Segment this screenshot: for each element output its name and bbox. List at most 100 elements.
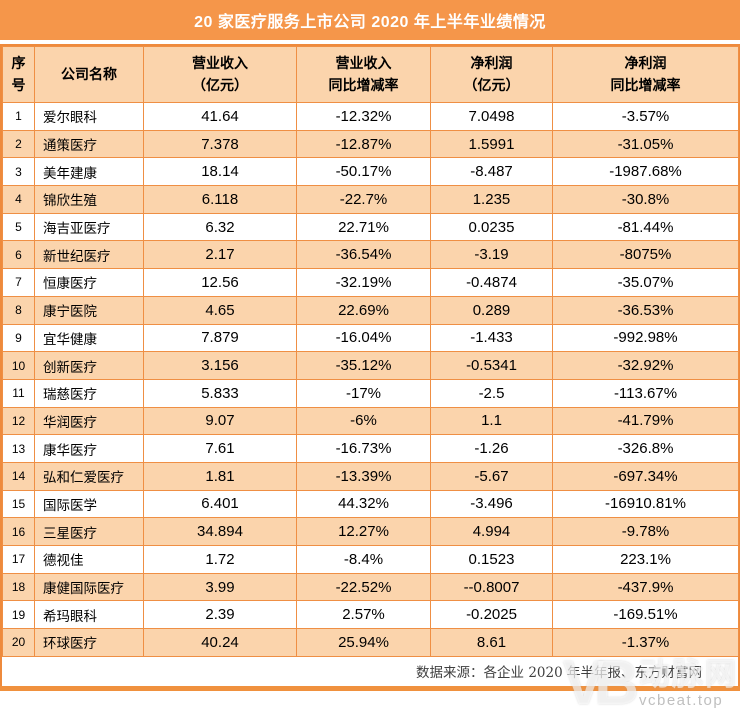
revenue-change-cell: 44.32%	[296, 489, 431, 519]
col-header-line: 序	[11, 54, 26, 71]
col-header-index: 序 号	[2, 46, 35, 103]
net-profit-change-cell: -1.37%	[552, 628, 739, 657]
net-profit-change-cell: -326.8%	[552, 434, 739, 463]
company-name-cell: 锦欣生殖	[34, 185, 144, 214]
revenue-change-cell: 12.27%	[296, 517, 431, 546]
net-profit-change-cell: -437.9%	[552, 572, 739, 602]
row-index-cell: 3	[2, 157, 35, 187]
net-profit-cell: --0.8007	[430, 572, 553, 602]
table-row: 16 三星医疗 34.894 12.27% 4.994 -9.78%	[2, 517, 739, 546]
revenue-change-cell: -17%	[296, 378, 431, 408]
revenue-cell: 40.24	[143, 628, 297, 657]
net-profit-cell: -0.4874	[430, 268, 553, 297]
company-name-cell: 康宁医院	[34, 295, 144, 325]
table-row: 10 创新医疗 3.156 -35.12% -0.5341 -32.92%	[2, 351, 739, 380]
table-row: 8 康宁医院 4.65 22.69% 0.289 -36.53%	[2, 295, 739, 325]
net-profit-cell: 0.289	[430, 295, 553, 325]
revenue-cell: 6.401	[143, 489, 297, 519]
table-row: 19 希玛眼科 2.39 2.57% -0.2025 -169.51%	[2, 600, 739, 630]
col-header-line: 同比增减率	[328, 76, 399, 93]
row-index-cell: 7	[2, 268, 35, 297]
revenue-change-cell: -32.19%	[296, 268, 431, 297]
net-profit-change-cell: -113.67%	[552, 378, 739, 408]
table-row: 1 爱尔眼科 41.64 -12.32% 7.0498 -3.57%	[2, 102, 739, 131]
net-profit-cell: -3.496	[430, 489, 553, 519]
row-index-cell: 4	[2, 185, 35, 214]
revenue-cell: 4.65	[143, 295, 297, 325]
net-profit-change-cell: -169.51%	[552, 600, 739, 630]
net-profit-change-cell: -30.8%	[552, 185, 739, 214]
revenue-cell: 1.72	[143, 545, 297, 574]
table-body: 1 爱尔眼科 41.64 -12.32% 7.0498 -3.57% 2 通策医疗 7.378-…	[2, 102, 739, 657]
row-index-cell: 16	[2, 517, 35, 546]
net-profit-cell: 0.1523	[430, 545, 553, 574]
table-row: 3 美年建康 18.14 -50.17% -8.487 -1987.68%	[2, 157, 739, 187]
table-row: 17 德视佳 1.72 -8.4% 0.1523 223.1%	[2, 545, 739, 574]
revenue-cell: 41.64	[143, 102, 297, 131]
revenue-change-cell: -50.17%	[296, 157, 431, 187]
row-index-cell: 17	[2, 545, 35, 574]
row-index-cell: 15	[2, 489, 35, 519]
net-profit-cell: -0.2025	[430, 600, 553, 630]
company-name-cell: 康健国际医疗	[34, 572, 144, 602]
net-profit-cell: -5.67	[430, 461, 553, 491]
table-row: 20 环球医疗 40.24 25.94% 8.61 -1.37%	[2, 628, 739, 657]
revenue-change-cell: -35.12%	[296, 351, 431, 380]
row-index-cell: 1	[2, 102, 35, 131]
col-header-line: （亿元）	[192, 76, 248, 93]
net-profit-cell: 1.235	[430, 185, 553, 214]
net-profit-cell: -8.487	[430, 157, 553, 187]
table-row: 18 康健国际医疗 3.99 -22.52% --0.8007 -437.9%	[2, 572, 739, 602]
company-name-cell: 三星医疗	[34, 517, 144, 546]
company-name-cell: 通策医疗	[34, 129, 144, 159]
net-profit-change-cell: -31.05%	[552, 129, 739, 159]
net-profit-cell: 1.1	[430, 406, 553, 436]
net-profit-change-cell: -36.53%	[552, 295, 739, 325]
revenue-change-cell: 22.71%	[296, 212, 431, 242]
revenue-change-cell: -12.32%	[296, 102, 431, 131]
revenue-cell: 18.14	[143, 157, 297, 187]
net-profit-change-cell: -9.78%	[552, 517, 739, 546]
col-header-line: （亿元）	[463, 76, 520, 93]
company-name-cell: 环球医疗	[34, 628, 144, 657]
revenue-cell: 9.07	[143, 406, 297, 436]
revenue-change-cell: -13.39%	[296, 461, 431, 491]
company-name-cell: 瑞慈医疗	[34, 378, 144, 408]
net-profit-cell: 8.61	[430, 628, 553, 657]
net-profit-change-cell: -1987.68%	[552, 157, 739, 187]
table-row: 14 弘和仁爱医疗 1.81 -13.39% -5.67 -697.34%	[2, 461, 739, 491]
net-profit-cell: -1.26	[430, 434, 553, 463]
revenue-cell: 1.81	[143, 461, 297, 491]
col-header-revenue: 营业收入 （亿元）	[143, 46, 297, 103]
net-profit-cell: 0.0235	[430, 212, 553, 242]
company-name-cell: 海吉亚医疗	[34, 212, 144, 242]
col-header-company: 公司名称	[34, 46, 144, 103]
net-profit-cell: 1.5991	[430, 129, 553, 159]
revenue-cell: 2.39	[143, 600, 297, 630]
revenue-change-cell: -16.73%	[296, 434, 431, 463]
revenue-change-cell: -22.7%	[296, 185, 431, 214]
row-index-cell: 12	[2, 406, 35, 436]
net-profit-change-cell: 223.1%	[552, 545, 739, 574]
revenue-change-cell: 22.69%	[296, 295, 431, 325]
revenue-change-cell: -16.04%	[296, 323, 431, 353]
col-header-net-profit-change: 净利润 同比增减率	[552, 46, 739, 103]
net-profit-cell: -0.5341	[430, 351, 553, 380]
net-profit-cell: 7.0498	[430, 102, 553, 131]
revenue-change-cell: -36.54%	[296, 240, 431, 270]
watermark-domain: vcbeat.top	[639, 692, 724, 709]
company-name-cell: 国际医学	[34, 489, 144, 519]
data-source-note: 数据来源：各企业 2020 年半年报、东方财富网	[2, 656, 738, 686]
row-index-cell: 9	[2, 323, 35, 353]
bottom-accent-bar	[0, 685, 740, 691]
table-row: 5 海吉亚医疗 6.32 22.71% 0.0235 -81.44%	[2, 212, 739, 242]
revenue-cell: 7.879	[143, 323, 297, 353]
net-profit-change-cell: -41.79%	[552, 406, 739, 436]
revenue-change-cell: -12.87%	[296, 129, 431, 159]
net-profit-change-cell: -81.44%	[552, 212, 739, 242]
revenue-change-cell: -6%	[296, 406, 431, 436]
row-index-cell: 13	[2, 434, 35, 463]
col-header-line: 号	[11, 76, 26, 93]
col-header-line: 公司名称	[61, 65, 117, 82]
performance-table-wrap: 序 号 公司名称 营业收入 （亿元）	[0, 44, 740, 686]
